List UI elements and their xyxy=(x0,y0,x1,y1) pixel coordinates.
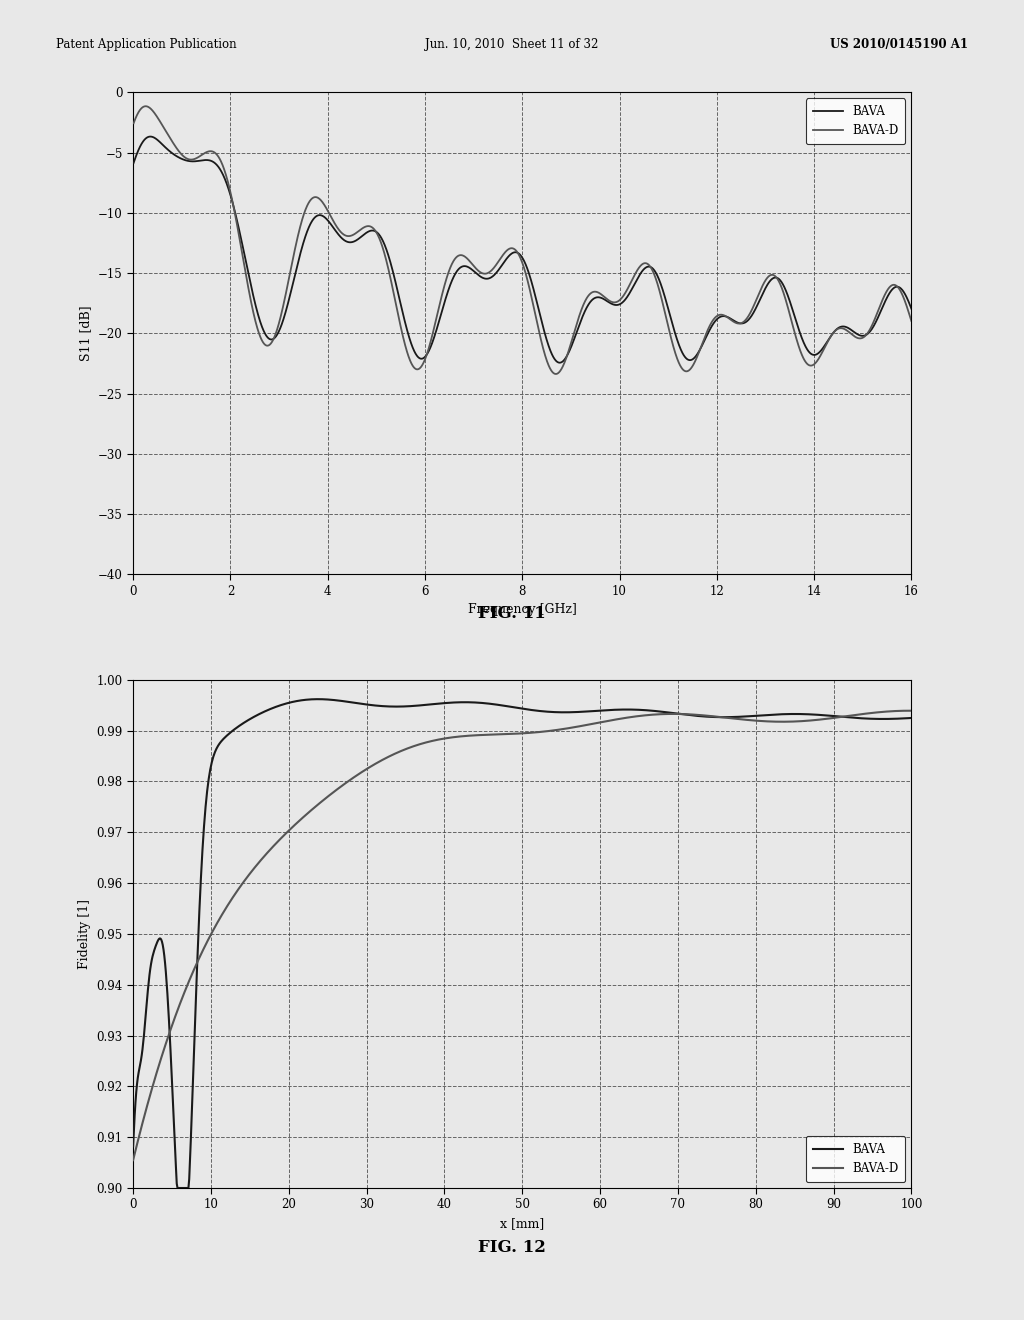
BAVA-D xyxy=(905,313,918,329)
Text: US 2010/0145190 A1: US 2010/0145190 A1 xyxy=(829,38,968,51)
BAVA xyxy=(127,1138,139,1154)
BAVA-D xyxy=(426,327,438,343)
BAVA-D xyxy=(470,727,482,743)
BAVA-D xyxy=(905,702,918,718)
BAVA-D xyxy=(460,249,472,265)
Line: BAVA: BAVA xyxy=(133,700,911,1188)
BAVA xyxy=(127,154,139,170)
BAVA-D xyxy=(127,115,139,131)
X-axis label: x [mm]: x [mm] xyxy=(500,1217,545,1230)
BAVA-D xyxy=(127,1152,139,1168)
Line: BAVA: BAVA xyxy=(133,136,911,363)
BAVA-D xyxy=(734,711,746,727)
Y-axis label: Fidelity [1]: Fidelity [1] xyxy=(78,899,91,969)
BAVA xyxy=(426,335,438,351)
BAVA-D xyxy=(262,338,274,354)
Y-axis label: S11 [dB]: S11 [dB] xyxy=(79,305,92,362)
Legend: BAVA, BAVA-D: BAVA, BAVA-D xyxy=(806,1137,905,1183)
BAVA xyxy=(807,347,819,363)
BAVA-D xyxy=(748,713,760,729)
BAVA-D xyxy=(662,706,674,722)
BAVA xyxy=(891,279,903,294)
Line: BAVA-D: BAVA-D xyxy=(133,106,911,374)
X-axis label: Frequency [GHz]: Frequency [GHz] xyxy=(468,603,577,616)
Text: FIG. 12: FIG. 12 xyxy=(478,1239,546,1255)
BAVA xyxy=(207,748,219,764)
Legend: BAVA, BAVA-D: BAVA, BAVA-D xyxy=(806,98,905,144)
BAVA xyxy=(443,694,456,710)
BAVA-D xyxy=(891,279,903,294)
BAVA xyxy=(735,709,748,725)
BAVA xyxy=(554,355,566,371)
BAVA xyxy=(905,301,918,317)
BAVA-D xyxy=(807,358,819,374)
Text: Patent Application Publication: Patent Application Publication xyxy=(56,38,237,51)
BAVA xyxy=(750,708,762,723)
Text: FIG. 11: FIG. 11 xyxy=(478,606,546,622)
BAVA-D xyxy=(216,157,228,173)
BAVA xyxy=(216,166,228,182)
BAVA xyxy=(663,705,675,721)
BAVA xyxy=(171,1180,183,1196)
BAVA-D xyxy=(550,366,562,381)
BAVA-D xyxy=(207,924,219,940)
BAVA xyxy=(262,330,274,346)
BAVA-D xyxy=(441,730,454,746)
BAVA xyxy=(471,694,483,710)
BAVA xyxy=(905,710,918,726)
Text: Jun. 10, 2010  Sheet 11 of 32: Jun. 10, 2010 Sheet 11 of 32 xyxy=(425,38,599,51)
BAVA xyxy=(460,259,472,275)
BAVA-D xyxy=(903,702,915,718)
BAVA-D xyxy=(139,98,152,114)
BAVA xyxy=(311,692,324,708)
BAVA xyxy=(144,128,157,144)
Line: BAVA-D: BAVA-D xyxy=(133,710,911,1160)
